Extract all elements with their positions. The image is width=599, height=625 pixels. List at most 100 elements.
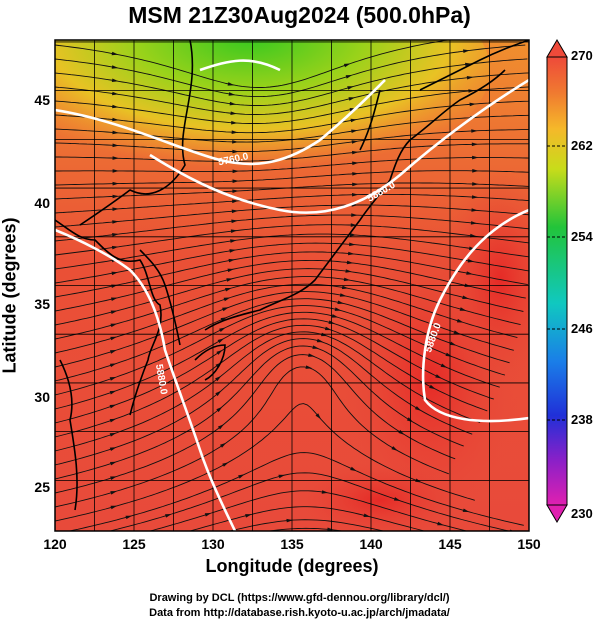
colorbar-tick-label: 246 bbox=[571, 321, 593, 336]
x-tick-label: 125 bbox=[122, 536, 146, 552]
streamline-arrow bbox=[352, 150, 359, 155]
streamline-arrow bbox=[398, 429, 405, 435]
streamline-arrow bbox=[231, 209, 239, 214]
streamline-arrow bbox=[348, 251, 355, 256]
streamline-arrow bbox=[216, 406, 223, 413]
streamline-arrow bbox=[232, 189, 239, 193]
streamline-arrow bbox=[216, 349, 223, 355]
streamline-arrow bbox=[226, 278, 233, 282]
streamline-arrow bbox=[110, 461, 117, 466]
streamline-arrow bbox=[348, 97, 356, 101]
streamline-arrow bbox=[350, 466, 357, 472]
streamline-arrow bbox=[245, 514, 252, 518]
streamline bbox=[55, 403, 475, 522]
streamline-arrow bbox=[469, 102, 476, 107]
streamline bbox=[55, 182, 529, 200]
contour-label: 5880.0 bbox=[153, 363, 169, 395]
streamline-arrow bbox=[471, 208, 478, 212]
streamline-arrow bbox=[222, 462, 229, 467]
streamline-arrow bbox=[232, 140, 239, 144]
streamline-arrow bbox=[111, 297, 118, 301]
streamline-arrow bbox=[110, 350, 117, 354]
streamline-arrow bbox=[110, 336, 117, 341]
streamline bbox=[55, 204, 529, 228]
streamline-arrow bbox=[112, 91, 119, 96]
streamline-arrow bbox=[204, 513, 212, 517]
streamline bbox=[55, 276, 521, 340]
streamline-arrow bbox=[351, 140, 359, 144]
y-tick-label: 45 bbox=[34, 92, 50, 108]
streamline-arrow bbox=[456, 318, 464, 323]
streamline-arrow bbox=[346, 260, 354, 265]
streamline-arrow bbox=[429, 384, 436, 390]
temperature-field bbox=[55, 36, 529, 531]
streamline bbox=[229, 519, 386, 531]
geopotential-contours bbox=[55, 59, 529, 531]
streamline-arrow bbox=[109, 447, 117, 451]
streamline bbox=[55, 331, 481, 452]
streamline-arrow bbox=[238, 474, 245, 479]
streamline-arrow bbox=[315, 413, 321, 420]
streamline-arrow bbox=[350, 118, 358, 123]
streamline-arrow bbox=[461, 36, 468, 40]
streamline-arrow bbox=[112, 104, 119, 109]
streamline-arrow bbox=[278, 474, 286, 479]
streamline-arrow bbox=[109, 404, 117, 409]
streamline-arrow bbox=[109, 363, 117, 368]
streamline-arrow bbox=[112, 143, 119, 148]
streamline-arrow bbox=[111, 65, 119, 69]
streamline-arrow bbox=[109, 432, 117, 437]
streamline-arrow bbox=[349, 242, 356, 247]
x-tick-labels: 120 125 130 135 140 145 150 bbox=[43, 536, 541, 552]
streamline-arrow bbox=[351, 213, 358, 217]
streamline-arrow bbox=[286, 518, 293, 523]
streamline-arrow bbox=[462, 295, 469, 299]
streamline bbox=[55, 338, 473, 466]
streamline-arrow bbox=[470, 221, 478, 225]
streamline-arrow bbox=[230, 239, 237, 243]
streamline-arrow bbox=[112, 117, 119, 122]
streamline-arrow bbox=[110, 476, 117, 480]
streamline-arrow bbox=[111, 51, 119, 56]
streamline-arrow bbox=[232, 179, 239, 183]
y-tick-labels: 45 40 35 30 25 bbox=[34, 92, 50, 495]
colorbar-tick-label: 238 bbox=[571, 412, 593, 427]
x-tick-label: 140 bbox=[359, 536, 383, 552]
streamline-arrow bbox=[471, 195, 479, 199]
streamline bbox=[55, 170, 529, 186]
colorbar-tick-label: 262 bbox=[571, 138, 593, 153]
streamline-arrow bbox=[215, 375, 222, 382]
credit-data: Data from http://database.rish.kyoto-u.a… bbox=[149, 607, 450, 619]
streamline bbox=[55, 259, 526, 312]
streamline-arrow bbox=[316, 338, 324, 343]
streamline-arrow bbox=[352, 172, 359, 176]
streamline-arrow bbox=[350, 223, 358, 227]
streamline-arrow bbox=[472, 155, 479, 160]
streamline-arrow bbox=[337, 300, 345, 304]
streamline-arrow bbox=[351, 129, 358, 133]
streamline-arrow bbox=[445, 352, 453, 357]
streamline bbox=[55, 251, 528, 298]
streamline-arrow bbox=[352, 182, 359, 187]
streamline-arrow bbox=[465, 62, 472, 67]
streamline-arrow bbox=[339, 293, 347, 297]
y-axis-label: Latitude (degrees) bbox=[0, 217, 20, 374]
streamline-arrow bbox=[321, 490, 329, 494]
streamline bbox=[390, 530, 393, 531]
streamline-arrow bbox=[217, 424, 225, 430]
streamline-arrow bbox=[343, 63, 351, 68]
streamline-arrow bbox=[110, 491, 117, 495]
streamline bbox=[55, 143, 529, 162]
streamline-arrow bbox=[308, 353, 315, 357]
streamline-arrow bbox=[231, 130, 239, 134]
streamline-arrow bbox=[414, 406, 422, 411]
plot-frame bbox=[54, 39, 530, 532]
streamline-arrow bbox=[109, 377, 117, 381]
streamline-arrow bbox=[453, 330, 461, 335]
streamline-arrow bbox=[440, 363, 448, 368]
streamline-arrow bbox=[471, 129, 478, 133]
streamline-arrow bbox=[215, 390, 222, 397]
streamline-arrow bbox=[349, 233, 357, 237]
streamline-arrow bbox=[471, 142, 479, 147]
